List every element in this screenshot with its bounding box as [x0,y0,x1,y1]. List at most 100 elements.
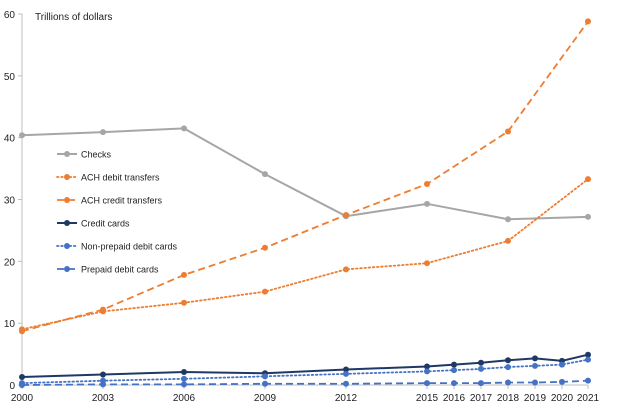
series-line [21,20,589,333]
data-point [505,128,511,135]
legend-label: Checks [81,150,112,160]
series-line [21,353,589,378]
x-tick-label: 2018 [497,393,520,404]
data-point [424,368,430,375]
data-point [451,367,457,374]
legend-label: Non-prepaid debit cards [81,242,178,252]
data-point [262,244,268,251]
y-tick-label: 0 [9,381,15,392]
legend-label: ACH credit transfers [81,196,163,206]
data-point [181,125,187,132]
data-point [505,379,511,386]
x-tick-label: 2003 [92,393,115,404]
data-point [262,171,268,178]
data-point [181,381,187,388]
y-tick-label: 60 [4,10,16,21]
data-point [343,366,349,373]
legend-marker [64,174,70,180]
series-prepaid-debit-cards [19,377,591,388]
x-tick-label: 2019 [524,393,547,404]
legend-marker [64,243,70,249]
data-point [532,362,538,369]
x-tick-label: 2000 [11,393,34,404]
y-tick-label: 40 [4,134,16,145]
legend-label: ACH debit transfers [81,173,160,183]
x-tick-label: 2020 [551,393,574,404]
y-axis-label: Trillions of dollars [35,12,112,23]
y-tick-label: 30 [4,196,16,207]
data-point [19,382,25,388]
data-point [100,371,106,378]
data-point [451,380,457,387]
data-point [585,18,591,25]
data-point [585,377,591,384]
data-point [478,365,484,372]
data-point [585,213,591,220]
x-tick-label: 2006 [173,393,196,404]
y-tick-label: 10 [4,319,16,330]
data-point [262,288,268,295]
data-point [100,306,106,313]
legend-label: Credit cards [81,219,130,229]
data-point [585,356,591,363]
series-line [21,379,589,386]
data-point [181,369,187,376]
chart-legend: Checks ACH debit transfers ACH credit tran… [56,150,178,275]
data-point [424,380,430,387]
data-point [478,380,484,387]
data-point [585,351,591,358]
data-point [19,373,25,380]
data-point [505,237,511,244]
x-tick-label: 2017 [470,393,493,404]
legend-marker [64,220,70,226]
x-tick-label: 2021 [577,393,600,404]
data-point [19,132,25,139]
data-point [343,370,349,377]
data-point [505,216,511,223]
data-point [505,364,511,371]
data-point [262,380,268,387]
legend-entry: Checks [57,150,112,160]
legend-label: Prepaid debit cards [81,265,159,275]
data-point [100,129,106,136]
x-tick-label: 2012 [335,393,358,404]
data-point [451,361,457,368]
chart-axes: 0 10 20 30 40 50 60 2000 2003 2006 2009 2012 2015 201… [4,10,600,404]
legend-marker [64,197,70,203]
data-point [532,379,538,386]
series-line [21,127,589,221]
data-point [585,176,591,183]
series-line [21,178,589,331]
data-point [505,357,511,364]
series-line [21,358,589,385]
data-point [181,375,187,382]
data-point [424,260,430,267]
legend-marker [64,266,70,272]
y-tick-label: 50 [4,72,16,83]
legend-entry: ACH credit transfers [57,196,163,206]
data-point [100,381,106,388]
data-point [343,266,349,273]
data-point [559,361,565,368]
data-point [343,211,349,218]
data-point [19,328,25,335]
data-point [424,200,430,207]
data-point [559,378,565,385]
legend-entry: Credit cards [57,219,130,229]
data-point [181,271,187,278]
legend-marker [64,151,70,157]
x-tick-label: 2009 [254,393,277,404]
data-point [478,359,484,366]
legend-entry: Non-prepaid debit cards [56,242,178,252]
series-ach-credit-transfers [19,18,591,335]
legend-entry: Prepaid debit cards [57,265,159,275]
legend-entry: ACH debit transfers [56,173,160,183]
y-tick-label: 20 [4,257,16,268]
x-tick-label: 2016 [443,393,466,404]
data-point [181,299,187,306]
data-point [532,355,538,362]
data-point [343,380,349,387]
chart-series [19,18,591,388]
data-point [424,363,430,370]
data-point [424,181,430,188]
